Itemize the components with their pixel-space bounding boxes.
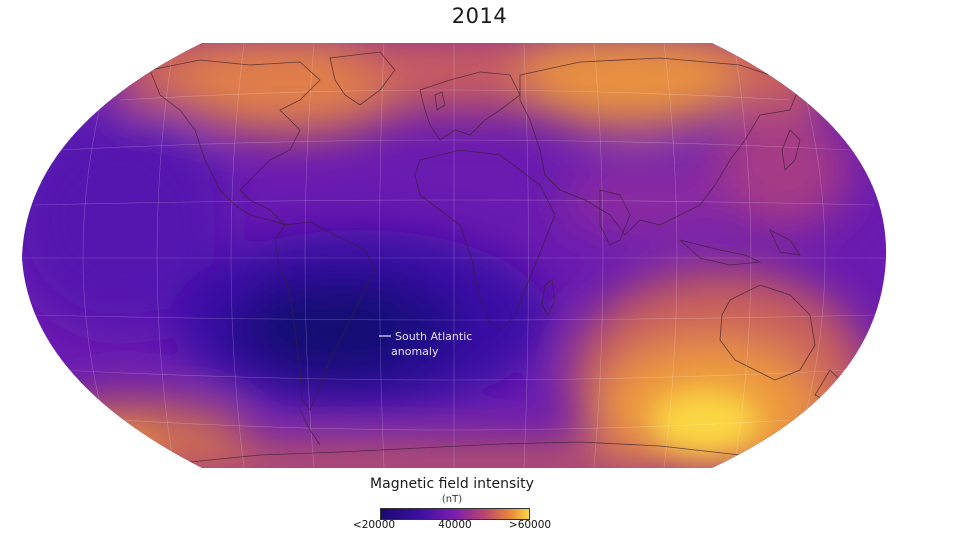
anomaly-label-line1: South Atlantic — [395, 330, 472, 343]
legend-tick-mid: 40000 — [438, 519, 472, 531]
anomaly-label-line2: anomaly — [391, 345, 439, 358]
legend-tick-min: <20000 — [352, 519, 396, 531]
legend-title: Magnetic field intensity — [370, 476, 534, 492]
page-title: 2014 — [451, 4, 508, 28]
legend-unit: (nT) — [441, 494, 463, 505]
legend-colorbar — [380, 508, 530, 520]
legend-tick-max: >60000 — [508, 519, 552, 531]
coastlines — [149, 51, 841, 466]
